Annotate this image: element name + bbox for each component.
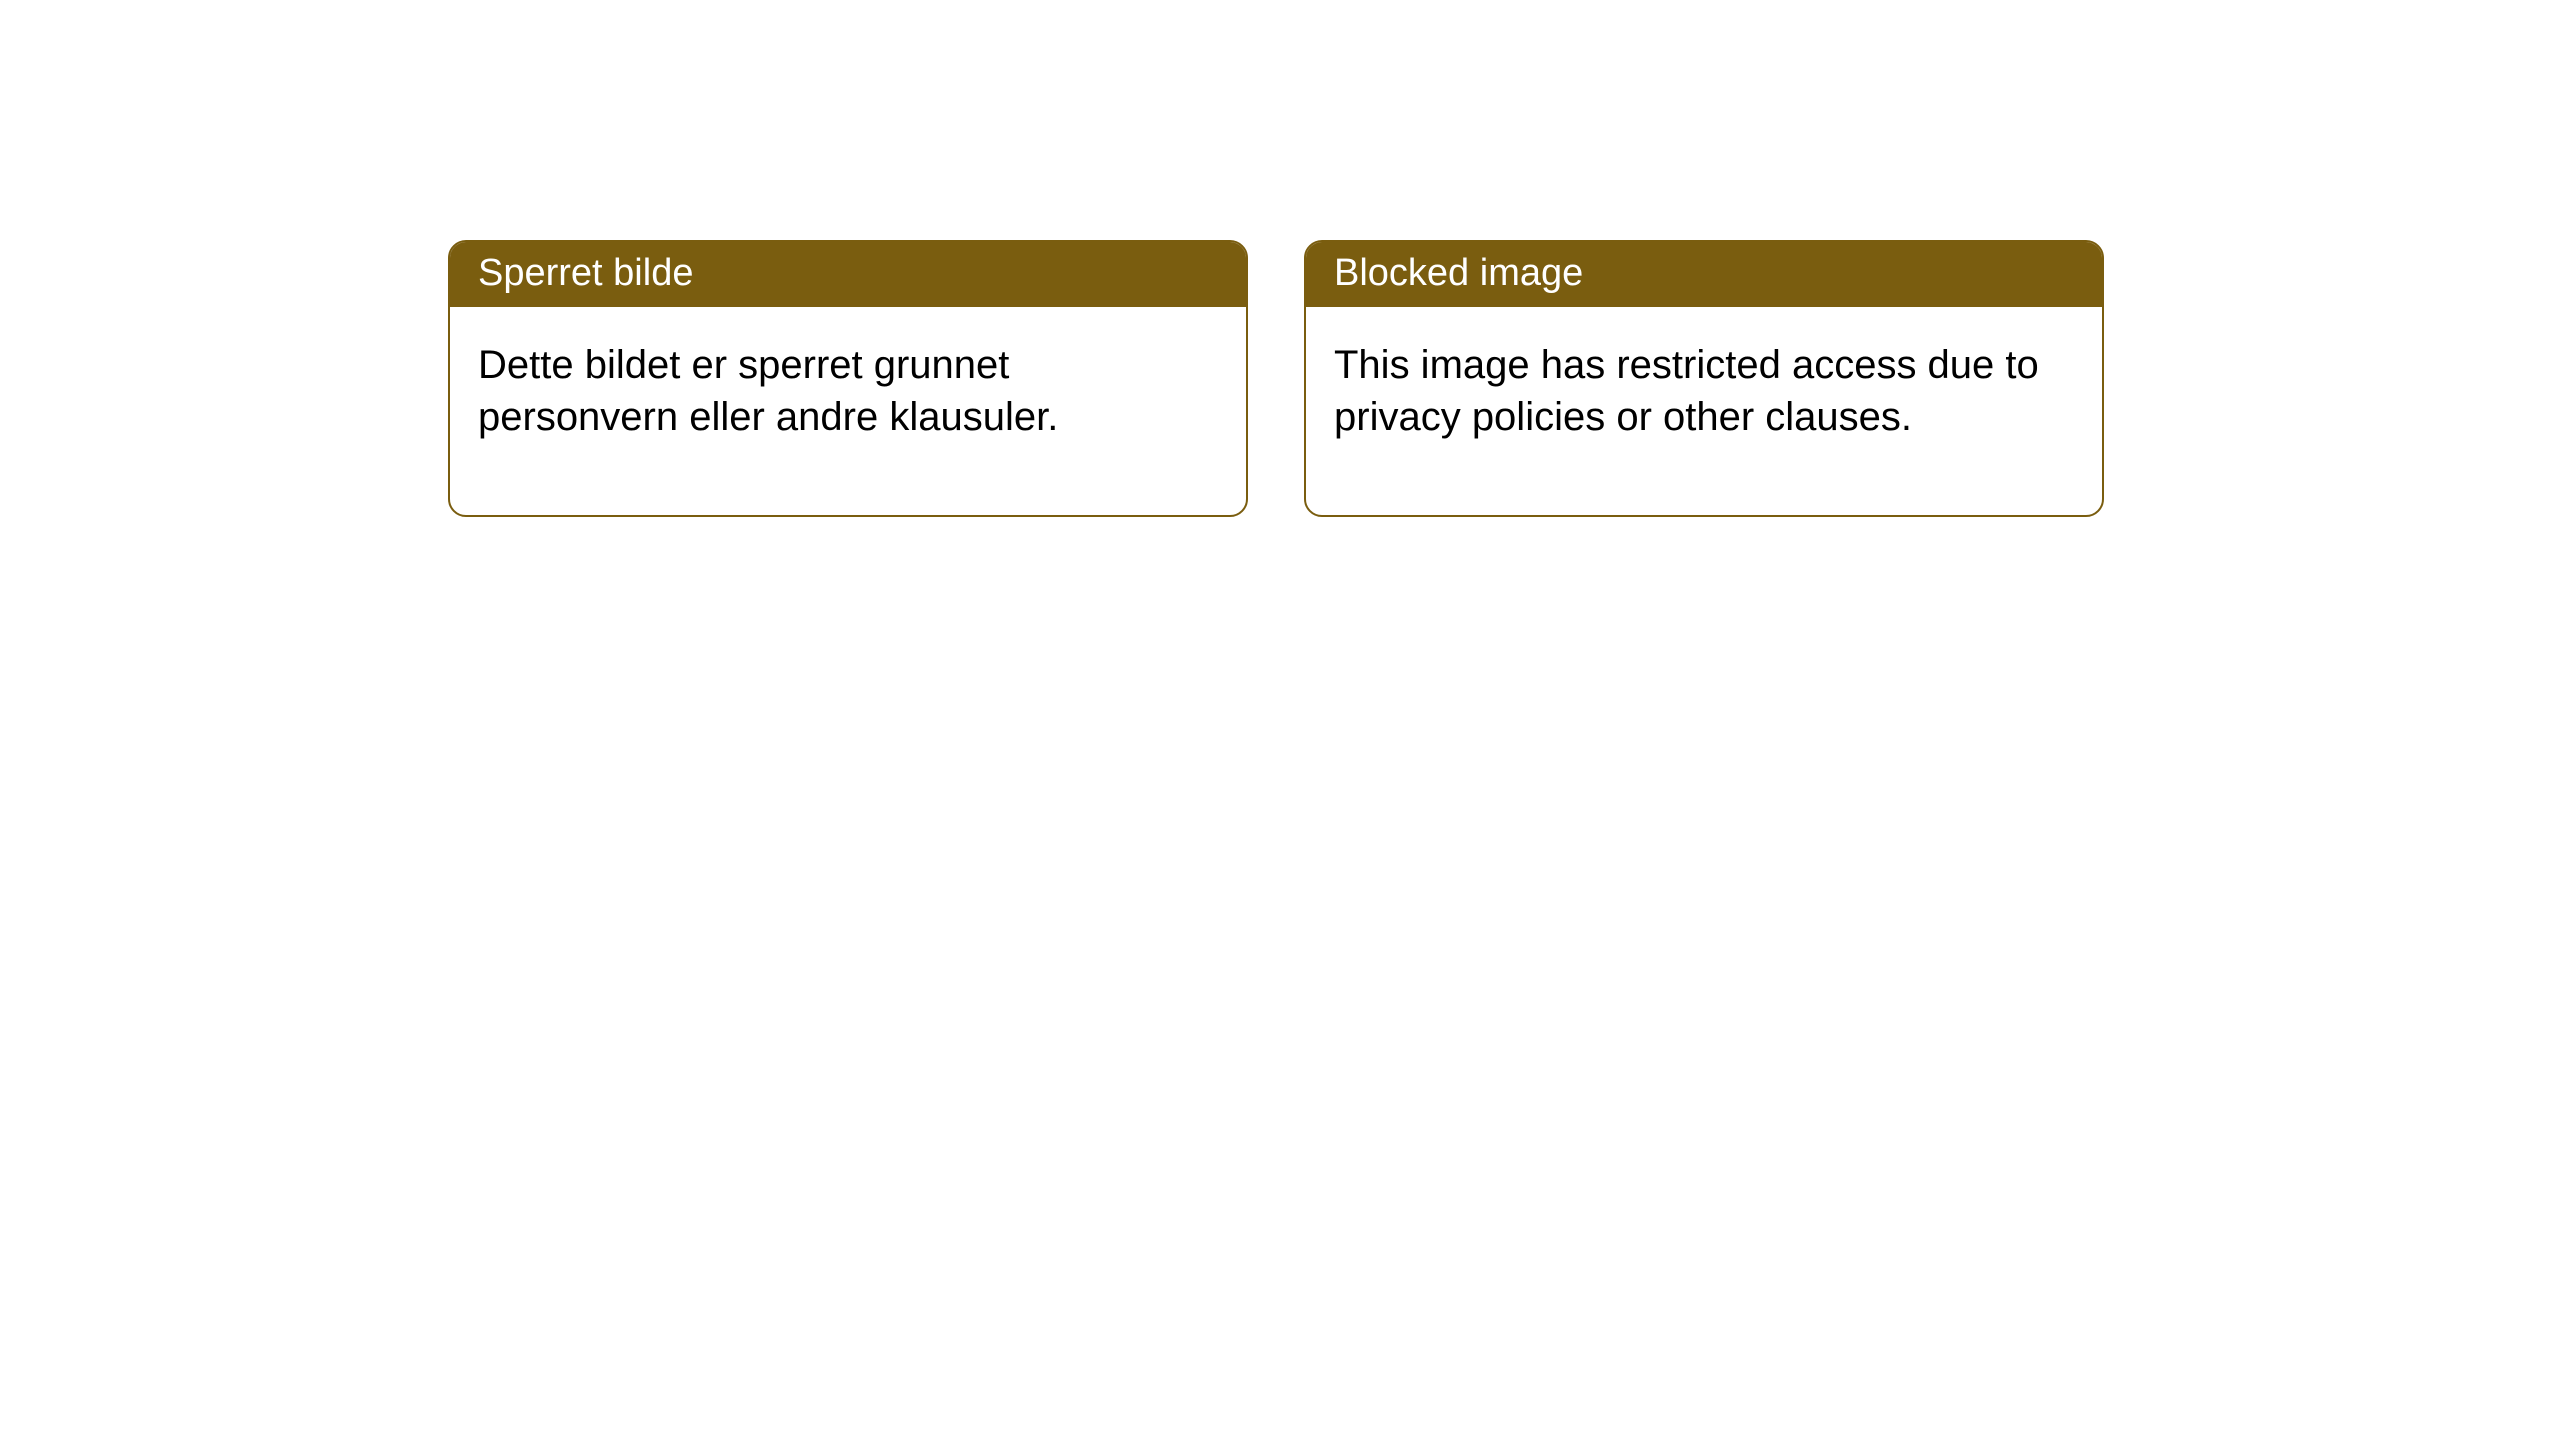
notice-header: Sperret bilde xyxy=(450,242,1246,307)
notice-body: Dette bildet er sperret grunnet personve… xyxy=(450,307,1246,515)
notice-container: Sperret bilde Dette bildet er sperret gr… xyxy=(448,240,2104,517)
notice-card-norwegian: Sperret bilde Dette bildet er sperret gr… xyxy=(448,240,1248,517)
notice-header: Blocked image xyxy=(1306,242,2102,307)
notice-card-english: Blocked image This image has restricted … xyxy=(1304,240,2104,517)
notice-body: This image has restricted access due to … xyxy=(1306,307,2102,515)
